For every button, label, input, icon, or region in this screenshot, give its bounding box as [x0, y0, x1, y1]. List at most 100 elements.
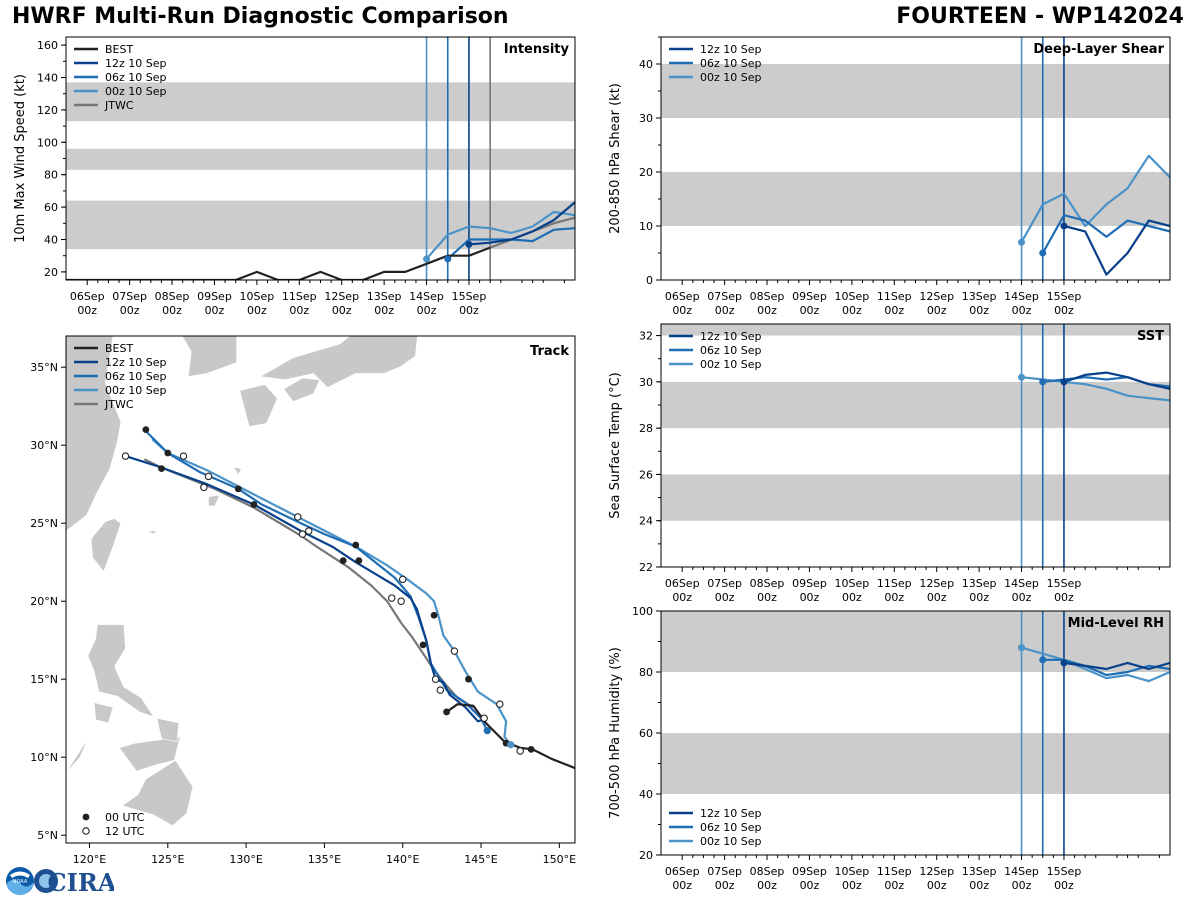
sst-xtick-hour: 00z — [715, 591, 735, 604]
rh-xtick-day: 13Sep — [962, 865, 997, 878]
agency-logos: NOAA CIRA — [6, 867, 114, 897]
track-frame — [65, 335, 576, 844]
rh-xtick-day: 15Sep — [1047, 865, 1082, 878]
track-marker-legend-label: 12 UTC — [105, 825, 145, 838]
sst-series-00z-10-sep — [1021, 376, 1170, 402]
intensity-series-00z-10-sep — [425, 210, 575, 260]
track-line-06z-10-sep — [143, 428, 489, 732]
track-lat-label: 30°N — [30, 439, 58, 452]
sst-xtick-day: 15Sep — [1047, 577, 1082, 590]
shear-xtick-day: 14Sep — [1004, 290, 1039, 303]
track-point-start — [483, 727, 491, 735]
sst-xtick-day: 12Sep — [919, 577, 954, 590]
rh-xtick-day: 10Sep — [835, 865, 870, 878]
shear-xtick-hour: 00z — [757, 304, 777, 317]
intensity-init-marker-1 — [444, 255, 452, 263]
rh-band-0 — [661, 733, 1170, 794]
land-korea — [181, 336, 237, 377]
intensity-ytick-label: 60 — [44, 201, 58, 214]
track-lat-label: 15°N — [30, 673, 58, 686]
land-honshu — [259, 336, 418, 388]
shear-ytick-label: 10 — [639, 220, 653, 233]
rh-xtick-day: 06Sep — [665, 865, 700, 878]
track-point-00utc — [465, 675, 472, 683]
track-point-12utc — [436, 686, 445, 694]
rh-xtick-day: 12Sep — [919, 865, 954, 878]
track-point-00utc — [443, 708, 450, 716]
sst-init-marker-0 — [1018, 373, 1026, 381]
sst-xtick-hour: 00z — [800, 591, 820, 604]
intensity-xtick-day: 12Sep — [324, 290, 359, 303]
shear-xtick-hour: 00z — [1054, 304, 1074, 317]
track-point-12utc — [480, 714, 488, 722]
track-plot-area — [66, 336, 575, 827]
intensity-xtick-hour: 00z — [459, 304, 479, 317]
intensity-ytick-label: 40 — [44, 234, 58, 247]
rh-ylabel: 700-500 hPa Humidity (%) — [608, 647, 623, 819]
intensity-xtick-day: 14Sep — [409, 290, 444, 303]
rh-xtick-hour: 00z — [1054, 879, 1074, 892]
intensity-xtick-day: 08Sep — [155, 290, 190, 303]
intensity-band-1 — [66, 148, 575, 170]
track-lat-label: 10°N — [30, 751, 58, 764]
cira-logo-icon: CIRA — [34, 868, 114, 897]
sst-xtick-day: 13Sep — [962, 577, 997, 590]
rh-ytick-label: 60 — [639, 727, 653, 740]
track-legend-label-12z-10-sep: 12z 10 Sep — [105, 356, 167, 369]
track-point-12utc — [450, 647, 459, 655]
track-legend-label-00z-10-sep: 00z 10 Sep — [105, 384, 167, 397]
track-lon-label: 150°E — [543, 853, 576, 866]
marker-legend-00utc-icon — [82, 813, 90, 821]
track-lon-label: 120°E — [73, 853, 106, 866]
track-point-12utc — [496, 700, 504, 708]
shear-ytick-label: 30 — [639, 112, 653, 125]
shear-series-06z-10-sep — [1041, 214, 1170, 254]
track-point-00utc — [352, 541, 360, 549]
shear-xtick-hour: 00z — [969, 304, 989, 317]
track-point-12utc — [431, 675, 440, 683]
land-shikoku — [283, 377, 321, 402]
rh-xtick-hour: 00z — [1012, 879, 1032, 892]
rh-legend-label-00z-10-sep: 00z 10 Sep — [700, 835, 762, 848]
shear-panel-title: Deep-Layer Shear — [1033, 42, 1164, 57]
track-lon-label: 140°E — [386, 853, 419, 866]
track-lat-label: 5°N — [37, 829, 58, 842]
intensity-ytick-label: 80 — [44, 169, 58, 182]
intensity-xtick-hour: 00z — [247, 304, 267, 317]
shear-series-12z-10-sep — [1063, 219, 1170, 276]
sst-ylabel: Sea Surface Temp (°C) — [608, 372, 623, 519]
rh-xtick-hour: 00z — [672, 879, 692, 892]
rh-init-marker-2 — [1060, 659, 1068, 667]
sst-ytick-label: 32 — [639, 330, 653, 343]
marker-legend-12utc-icon — [82, 827, 90, 835]
land-visayas — [118, 736, 181, 772]
rh-series-00z-10-sep — [1021, 646, 1170, 683]
intensity-xtick-day: 06Sep — [70, 290, 105, 303]
rh-legend-label-12z-10-sep: 12z 10 Sep — [700, 807, 762, 820]
sst-init-marker-1 — [1039, 378, 1047, 386]
intensity-legend-label-06z-10-sep: 06z 10 Sep — [105, 71, 167, 84]
shear-xtick-day: 07Sep — [707, 290, 742, 303]
track-lat-label: 25°N — [30, 517, 58, 530]
track-point-12utc — [298, 530, 307, 538]
intensity-ytick-label: 120 — [37, 104, 58, 117]
track-marker-legend-label: 00 UTC — [105, 811, 145, 824]
intensity-ylabel: 10m Max Wind Speed (kt) — [13, 74, 28, 243]
track-point-00utc — [234, 485, 242, 493]
track-point-12utc — [397, 597, 405, 605]
track-point-12utc — [204, 472, 213, 481]
land-samar — [156, 717, 180, 742]
sst-xtick-hour: 00z — [927, 591, 947, 604]
track-point-00utc — [339, 557, 347, 565]
rh-ytick-label: 20 — [639, 849, 653, 862]
land-mindanao — [121, 759, 194, 827]
track-point-12utc — [200, 483, 208, 492]
shear-xtick-day: 08Sep — [750, 290, 785, 303]
shear-xtick-day: 15Sep — [1047, 290, 1082, 303]
storm-name: FOURTEEN - WP142024 — [896, 4, 1184, 29]
intensity-xtick-day: 15Sep — [452, 290, 487, 303]
shear-plot-area — [661, 37, 1170, 280]
